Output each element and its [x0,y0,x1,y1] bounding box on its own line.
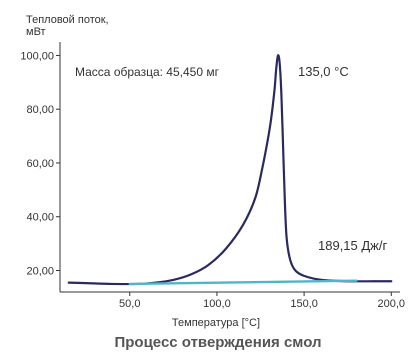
baseline-curve [128,279,358,286]
dsc-curve [67,54,393,286]
x-tick-label: 200,0 [378,298,406,310]
x-tick-label: 100,0 [203,298,231,310]
y-tick-label: 100,00 [20,50,54,62]
y-tick-label: 80,00 [26,104,54,116]
peak-temperature-annotation: 135,0 °C [298,64,349,79]
x-tick-label: 150,0 [290,298,318,310]
x-axis-title: Температура [°C] [171,317,261,329]
y-tick-label: 40,00 [26,212,54,224]
x-tick-label: 50,0 [119,298,140,310]
y-axis-title-line2: мВт [26,26,46,38]
y-tick-label: 60,00 [26,158,54,170]
sample-mass-annotation: Масса образца: 45,450 мг [75,65,220,79]
chart-title: Процесс отверждения смол [114,334,322,351]
y-axis-title-line1: Тепловой поток, [26,14,109,26]
y-axis-title: Тепловой поток, мВт [26,14,109,38]
y-tick-label: 20,00 [26,265,54,277]
enthalpy-annotation: 189,15 Дж/г [318,238,387,253]
